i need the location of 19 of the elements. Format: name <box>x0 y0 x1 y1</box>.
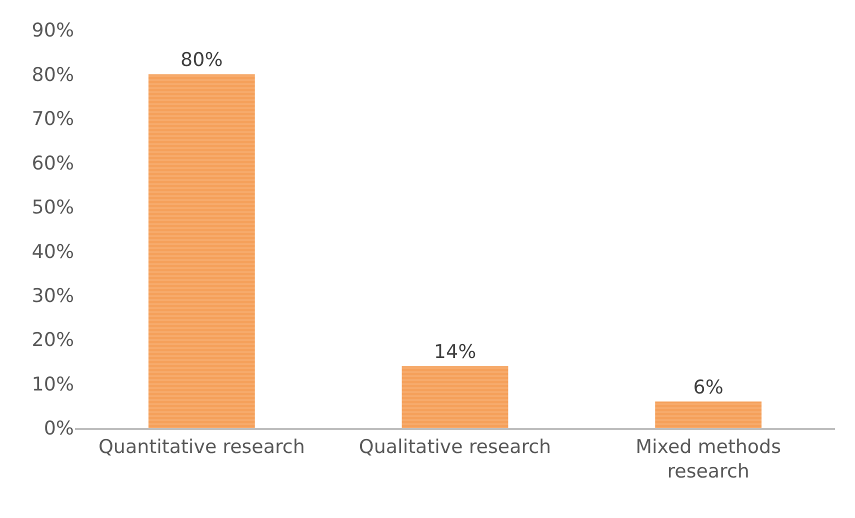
y-tick-label: 0% <box>44 418 74 440</box>
y-tick-label: 40% <box>32 240 74 263</box>
x-tick-label: Quantitative research <box>98 436 305 458</box>
y-tick-label: 80% <box>32 64 74 86</box>
y-tick-label: 20% <box>32 329 74 352</box>
data-label: 80% <box>180 49 223 72</box>
y-tick-label: 70% <box>32 108 74 130</box>
bar <box>655 401 762 428</box>
bar <box>148 74 255 428</box>
y-tick-label: 50% <box>32 196 74 219</box>
y-tick-label: 60% <box>32 152 74 174</box>
y-tick-label: 10% <box>32 373 74 396</box>
data-label: 6% <box>693 376 724 398</box>
x-tick-label: Mixed methods research <box>636 436 782 482</box>
data-label: 14% <box>434 341 476 364</box>
y-tick-label: 30% <box>32 284 74 307</box>
y-tick-label: 90% <box>32 20 74 42</box>
bar <box>402 366 508 428</box>
x-tick-label: Qualitative research <box>358 436 552 458</box>
